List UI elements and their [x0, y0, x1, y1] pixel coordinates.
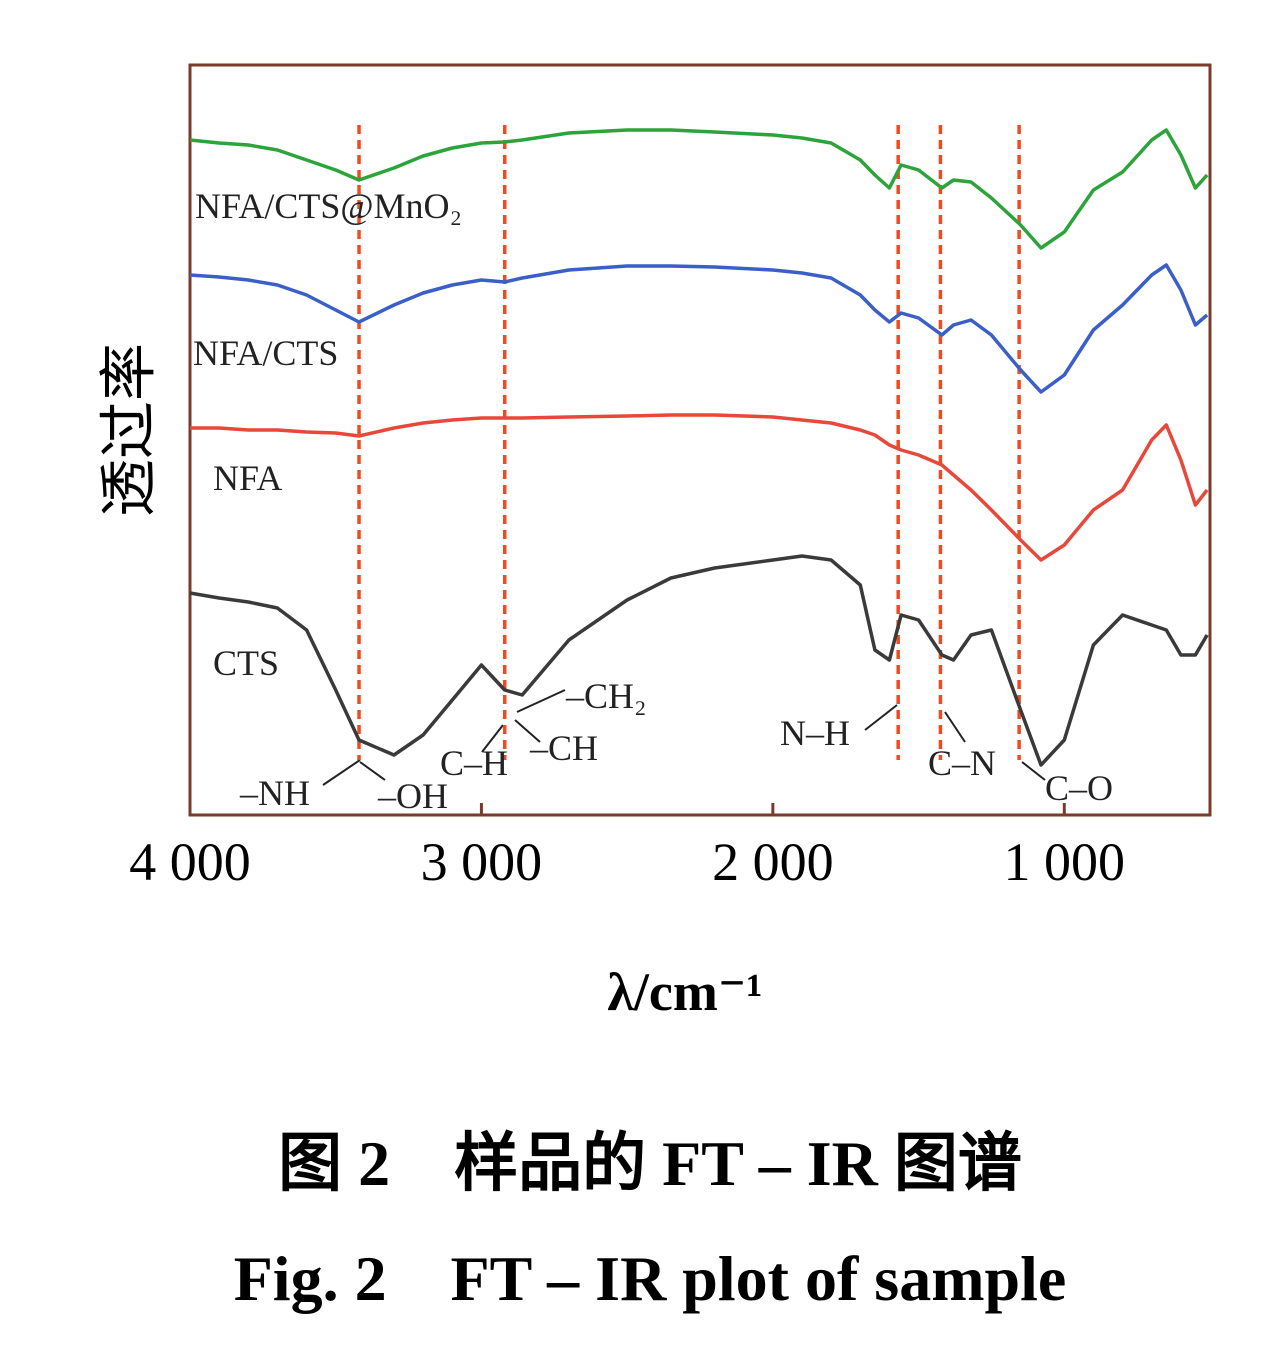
- series-label: NFA/CTS: [193, 333, 338, 373]
- leader-line: [481, 724, 504, 753]
- leader-line: [322, 759, 361, 786]
- series-label: CTS: [213, 643, 279, 683]
- annotation: C–O: [1045, 768, 1113, 808]
- series-line: [189, 128, 1209, 250]
- series-line: [189, 263, 1209, 394]
- annotation: –OH: [377, 776, 448, 816]
- leader-line: [514, 719, 541, 743]
- series-line: [190, 413, 1209, 562]
- series-label: NFA/CTS@MnO₂: [195, 186, 462, 226]
- annotation: –NH: [239, 773, 310, 813]
- y-axis-label: 透过率: [96, 343, 161, 517]
- annotation: –CH₂: [565, 676, 647, 716]
- leader-line: [359, 761, 386, 781]
- x-tick-label: 3 000: [421, 832, 543, 892]
- leader-line: [1021, 761, 1046, 781]
- series-label: NFA: [213, 458, 282, 498]
- series-line: [189, 554, 1209, 767]
- leader-line: [944, 711, 966, 743]
- caption-cn: 图 2 样品的 FT – IR 图谱: [278, 1128, 1022, 1199]
- annotation: C–N: [928, 743, 996, 783]
- caption-en: Fig. 2 FT – IR plot of sample: [234, 1243, 1067, 1314]
- annotation: C–H: [440, 743, 508, 783]
- annotation: –CH: [529, 728, 598, 768]
- x-tick-label: 1 000: [1004, 832, 1126, 892]
- x-axis-label: λ/cm⁻¹: [607, 962, 762, 1022]
- leader-line: [516, 689, 566, 713]
- x-tick-label: 2 000: [712, 832, 834, 892]
- leader-line: [864, 704, 898, 731]
- plot-frame: [188, 63, 1212, 817]
- annotation: N–H: [780, 713, 850, 753]
- x-tick-label: 4 000: [129, 832, 251, 892]
